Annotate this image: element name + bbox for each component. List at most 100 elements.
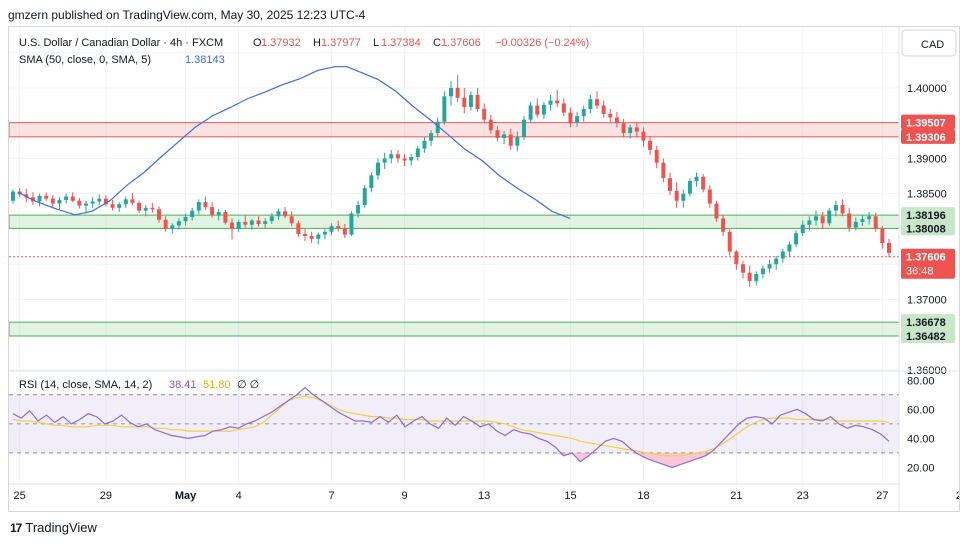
- candle: [727, 228, 732, 256]
- candle: [873, 212, 878, 232]
- tradingview-logo-icon[interactable]: 17: [10, 520, 22, 535]
- price-label-box: [901, 314, 955, 330]
- candle: [475, 87, 480, 112]
- candle-body: [236, 221, 241, 229]
- candle: [190, 207, 195, 221]
- candle: [555, 90, 560, 107]
- candle: [774, 255, 779, 270]
- sma-legend-value: 1.38143: [185, 54, 225, 66]
- candle-body: [508, 134, 513, 146]
- candle: [402, 154, 407, 167]
- candle: [183, 213, 188, 226]
- candle-body: [561, 103, 566, 113]
- candle-body: [787, 244, 792, 252]
- candle-body: [336, 226, 341, 229]
- candle: [648, 135, 653, 155]
- candle-body: [442, 96, 447, 122]
- candle-body: [800, 224, 805, 234]
- footer-brand[interactable]: TradingView: [25, 520, 97, 535]
- candle: [482, 103, 487, 124]
- candle-body: [249, 220, 254, 225]
- candle-body: [767, 264, 772, 269]
- support-resistance-zones: [8, 122, 900, 337]
- publisher-line: gmzern published on TradingView.com, May…: [8, 8, 366, 22]
- candle-body: [468, 94, 473, 107]
- rsi-oversold-segment: [663, 452, 673, 468]
- candle: [767, 259, 772, 273]
- candle: [468, 91, 473, 111]
- rsi-tick-label: 60.00: [907, 404, 935, 416]
- candle: [37, 193, 42, 207]
- candle-body: [727, 231, 732, 252]
- candle: [289, 211, 294, 227]
- candle: [814, 210, 818, 226]
- candle-body: [196, 202, 201, 211]
- candle: [860, 214, 865, 227]
- candle: [754, 271, 759, 286]
- candle-body: [269, 216, 274, 222]
- candle-body: [70, 196, 75, 201]
- time-tick-label: 13: [478, 490, 490, 502]
- price-label-box: [901, 328, 955, 344]
- candle-body: [356, 204, 361, 214]
- candle: [508, 128, 513, 150]
- rsi-tick-label: 40.00: [907, 433, 935, 445]
- candle-body: [90, 201, 95, 204]
- candle-body: [84, 203, 88, 206]
- candle-body: [634, 127, 639, 132]
- candle: [528, 102, 533, 124]
- candle: [641, 127, 646, 148]
- candle: [322, 228, 327, 240]
- candle-body: [555, 100, 560, 104]
- chart-frame: 1.360001.370001.375001.385001.390001.400…: [8, 26, 969, 512]
- candle: [230, 218, 234, 240]
- price-label-text: 1.38196: [906, 210, 946, 222]
- candle: [747, 265, 752, 287]
- candle: [807, 216, 812, 231]
- symbol-title[interactable]: U.S. Dollar / Canadian Dollar · 4h · FXC…: [19, 37, 223, 49]
- candle-body: [860, 219, 865, 222]
- candle-body: [873, 216, 878, 229]
- candle-body: [515, 137, 520, 146]
- candle: [296, 220, 301, 237]
- candle: [502, 130, 507, 145]
- candle: [77, 197, 82, 209]
- rsi-axis[interactable]: 20.00 40.00 60.00 80.00: [907, 375, 935, 474]
- candle-body: [840, 204, 845, 214]
- price-tick-label: 1.39000: [907, 153, 947, 165]
- candle-body: [449, 87, 453, 97]
- currency-button[interactable]: [901, 29, 957, 57]
- candle-body: [614, 117, 619, 124]
- candle: [176, 218, 181, 230]
- candle-body: [814, 216, 818, 221]
- candle: [880, 226, 885, 249]
- candle-body: [150, 207, 155, 210]
- candle: [887, 238, 891, 258]
- candle-body: [143, 207, 148, 211]
- candle-body: [130, 199, 135, 203]
- candle-body: [289, 216, 294, 224]
- price-tick-label: 1.38500: [907, 189, 947, 201]
- candle: [11, 189, 15, 204]
- candle: [634, 121, 639, 138]
- candle-body: [389, 154, 394, 159]
- time-tick-label: 18: [637, 490, 649, 502]
- candle-body: [747, 272, 752, 282]
- candle: [867, 212, 872, 225]
- time-axis[interactable]: 2529May47913151821232729Ju: [14, 490, 969, 502]
- candle: [90, 197, 95, 208]
- candle: [256, 216, 261, 227]
- chart-canvas[interactable]: 1.360001.370001.375001.385001.390001.400…: [8, 27, 969, 511]
- candle-body: [475, 94, 480, 110]
- candle: [787, 241, 792, 258]
- candle: [329, 223, 334, 236]
- candle: [741, 260, 745, 279]
- sma-legend-label[interactable]: SMA (50, close, 0, SMA, 5): [19, 54, 151, 66]
- rsi-legend-label[interactable]: RSI (14, close, SMA, 14, 2): [19, 379, 152, 391]
- candle-body: [409, 157, 414, 161]
- candle-body: [581, 109, 586, 117]
- ohlc-key: O: [253, 37, 262, 49]
- candle-body: [820, 216, 825, 224]
- price-change: −0.00326 (−0.24%): [495, 37, 589, 49]
- currency-label: CAD: [921, 39, 944, 51]
